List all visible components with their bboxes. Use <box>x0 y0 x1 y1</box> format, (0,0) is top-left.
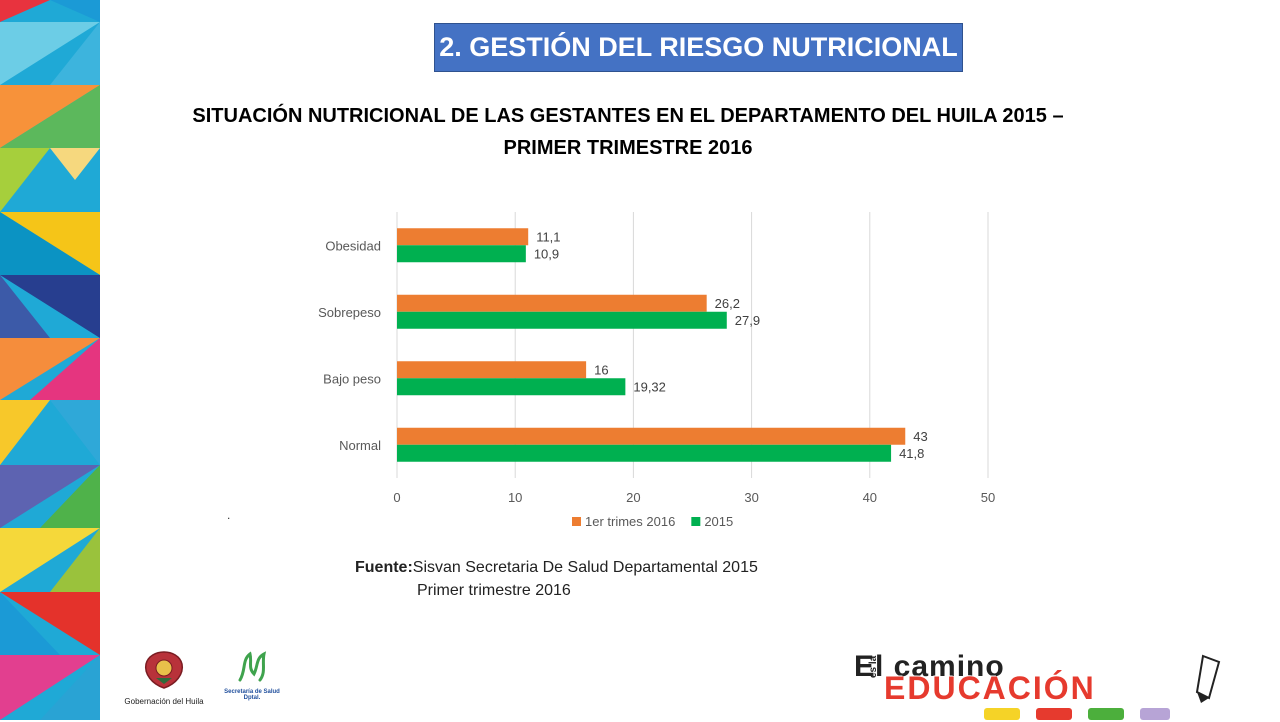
chart-title-line2: PRIMER TRIMESTRE 2016 <box>503 137 753 159</box>
pencil-icon <box>1195 654 1221 703</box>
bar <box>397 378 626 396</box>
source-label: Fuente: <box>355 559 413 576</box>
secretaria-salud-logo: Secretaría de Salud Dptal. <box>216 650 288 701</box>
bar-chart: 0 10 20 30 40 50 Obesidad 11,1 10,9 Sobrepeso 26,2… <box>318 212 995 529</box>
bar <box>397 444 892 462</box>
source-text-line2: Primer trimestre 2016 <box>417 582 571 599</box>
legend-swatch <box>572 517 581 526</box>
campaign-top-text: El camino <box>854 650 1005 683</box>
x-tick-label: 0 <box>393 490 400 505</box>
decorative-side-strip <box>0 0 100 720</box>
section-header-title: 2. GESTIÓN DEL RIESGO NUTRICIONAL <box>439 32 958 62</box>
data-label: 43 <box>913 429 927 444</box>
bar <box>397 427 906 445</box>
category-label: Normal <box>339 438 381 453</box>
gobernacion-logo: Gobernación del Huila <box>118 650 210 706</box>
data-label: 19,32 <box>633 379 666 394</box>
chart-title-line1: SITUACIÓN NUTRICIONAL DE LAS GESTANTES E… <box>192 105 1064 127</box>
stray-dot: . <box>227 508 231 522</box>
x-tick-label: 30 <box>744 490 758 505</box>
campaign-logo: El camino es la EDUCACIÓN <box>850 640 1260 720</box>
section-header: 2. GESTIÓN DEL RIESGO NUTRICIONAL <box>434 23 963 72</box>
bar <box>397 245 526 263</box>
salud-caption-1: Secretaría de Salud <box>224 689 280 695</box>
bar <box>397 294 707 312</box>
x-tick-label: 40 <box>863 490 877 505</box>
x-tick-label: 10 <box>508 490 522 505</box>
bar <box>397 361 587 379</box>
bar <box>397 228 529 246</box>
data-label: 10,9 <box>534 246 559 261</box>
campaign-icons-strip <box>984 708 1170 720</box>
x-tick-label: 50 <box>981 490 995 505</box>
source-note: Fuente:Sisvan Secretaria De Salud Depart… <box>355 556 758 602</box>
gobernacion-caption: Gobernación del Huila <box>124 697 204 706</box>
campaign-side-text: es la <box>868 655 879 678</box>
x-tick-label: 20 <box>626 490 640 505</box>
chart-title: SITUACIÓN NUTRICIONAL DE LAS GESTANTES E… <box>120 100 1136 164</box>
data-label: 16 <box>594 362 608 377</box>
data-label: 26,2 <box>715 296 740 311</box>
health-secretariat-icon <box>238 651 267 682</box>
source-line1: Fuente:Sisvan Secretaria De Salud Depart… <box>355 556 758 579</box>
category-label: Bajo peso <box>323 371 381 386</box>
data-label: 11,1 <box>536 229 560 244</box>
legend-swatch <box>691 517 701 526</box>
source-text-line1: Sisvan Secretaria De Salud Departamental… <box>412 559 758 576</box>
bar <box>397 311 727 329</box>
salud-caption-2: Dptal. <box>243 695 261 701</box>
legend-label: 1er trimes 2016 <box>585 514 675 529</box>
data-label: 27,9 <box>735 313 760 328</box>
side-pattern-graphic <box>0 0 100 720</box>
category-label: Obesidad <box>325 238 381 253</box>
coat-of-arms-icon <box>144 651 184 689</box>
category-label: Sobrepeso <box>318 305 381 320</box>
legend-label: 2015 <box>704 514 733 529</box>
data-label: 41,8 <box>899 446 924 461</box>
campaign-main-text: EDUCACIÓN <box>884 670 1096 706</box>
